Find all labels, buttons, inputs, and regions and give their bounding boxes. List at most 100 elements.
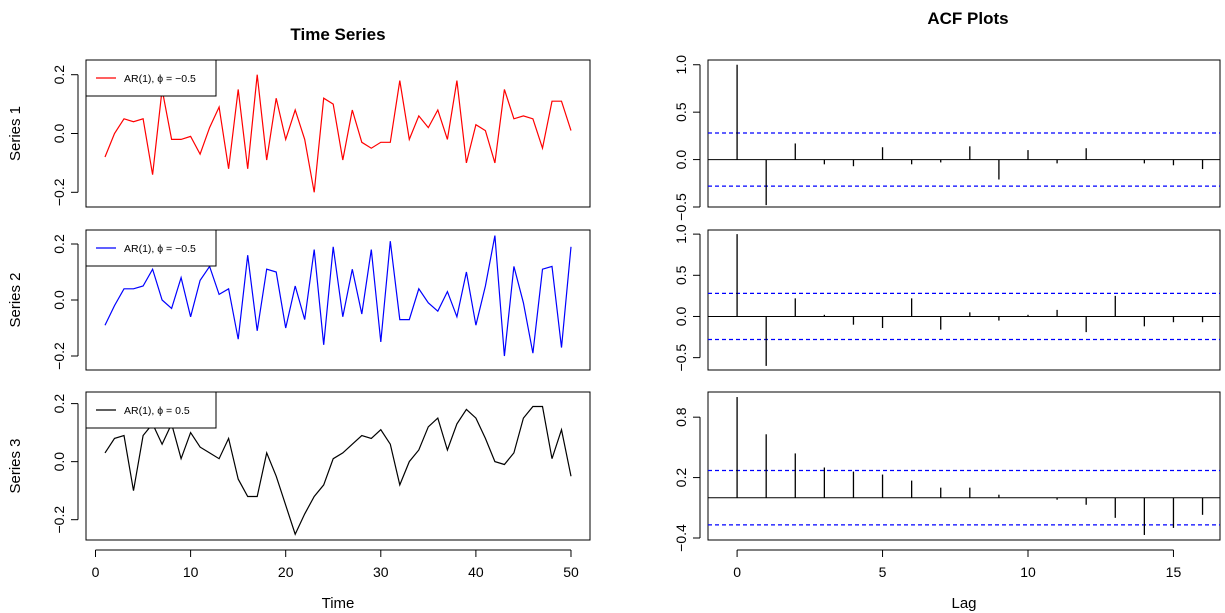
series-line: [104, 405, 572, 536]
x-tick-label: 5: [879, 564, 887, 580]
data-point: [465, 162, 467, 164]
y-tick-label: 0.2: [51, 394, 67, 414]
plot-frame: [85, 229, 591, 371]
data-point: [237, 338, 239, 340]
data-point: [332, 103, 334, 105]
data-point: [560, 429, 562, 431]
data-point: [551, 100, 553, 102]
y-tick-label: 0.5: [673, 102, 689, 122]
y-tick-label: 0.2: [51, 234, 67, 254]
y-tick-label: 0.2: [673, 468, 689, 488]
data-point: [541, 405, 543, 407]
data-point: [399, 79, 401, 81]
x-tick-label: 40: [468, 564, 484, 580]
data-point: [513, 118, 515, 120]
data-point: [313, 191, 315, 193]
data-point: [161, 299, 163, 301]
data-point: [370, 147, 372, 149]
data-point: [551, 265, 553, 267]
x-axis-title: Lag: [951, 595, 976, 612]
data-point: [151, 173, 153, 175]
data-point: [399, 318, 401, 320]
data-point: [532, 352, 534, 354]
data-point: [522, 417, 524, 419]
y-tick-label: 0.2: [51, 65, 67, 85]
data-point: [446, 449, 448, 451]
data-point: [532, 118, 534, 120]
series-line: [104, 74, 572, 193]
legend-label: AR(1), ϕ = 0.5: [124, 405, 190, 417]
data-point: [180, 458, 182, 460]
data-point: [104, 156, 106, 158]
x-tick-label: 10: [183, 564, 199, 580]
data-point: [237, 88, 239, 90]
y-tick-label: 0.5: [673, 265, 689, 285]
time-series-plot-1: −0.2 0.0 0.2 Series 1 AR(1), ϕ = −0.5: [7, 59, 591, 208]
data-point: [437, 109, 439, 111]
data-point: [427, 426, 429, 428]
y-tick-label: −0.2: [51, 506, 67, 534]
time-series-plot-2: −0.2 0.0 0.2 Series 2 AR(1), ϕ = −0.5: [7, 229, 591, 371]
data-point: [494, 460, 496, 462]
data-point: [541, 147, 543, 149]
data-point: [570, 246, 572, 248]
data-point: [199, 446, 201, 448]
y-tick-label: 0.0: [673, 150, 689, 170]
data-point: [113, 304, 115, 306]
data-point: [180, 138, 182, 140]
data-point: [494, 162, 496, 164]
data-point: [218, 106, 220, 108]
data-point: [284, 327, 286, 329]
data-point: [465, 408, 467, 410]
data-point: [332, 246, 334, 248]
x-tick-label: 15: [1166, 564, 1182, 580]
data-point: [513, 265, 515, 267]
data-point: [294, 109, 296, 111]
data-point: [494, 234, 496, 236]
data-point: [208, 126, 210, 128]
data-point: [484, 285, 486, 287]
data-point: [227, 288, 229, 290]
data-point: [256, 495, 258, 497]
plot-frame: [707, 229, 1221, 371]
data-point: [503, 355, 505, 357]
x-tick-label: 0: [92, 564, 100, 580]
data-point: [560, 100, 562, 102]
data-point: [246, 168, 248, 170]
data-point: [380, 141, 382, 143]
data-point: [361, 141, 363, 143]
data-point: [484, 129, 486, 131]
data-point: [304, 318, 306, 320]
data-point: [446, 290, 448, 292]
data-point: [484, 437, 486, 439]
data-point: [123, 288, 125, 290]
data-point: [256, 74, 258, 76]
data-point: [418, 449, 420, 451]
data-point: [265, 159, 267, 161]
data-point: [475, 123, 477, 125]
data-point: [437, 417, 439, 419]
data-point: [304, 513, 306, 515]
x-tick-label: 50: [563, 564, 579, 580]
data-point: [208, 452, 210, 454]
y-tick-label: 0.0: [673, 307, 689, 327]
data-point: [342, 159, 344, 161]
time-series-plot-3: −0.2 0.0 0.2 Series 3 0 10 20 30 40 50 Time AR(1), …: [7, 391, 591, 612]
y-tick-label: 1.0: [673, 55, 689, 75]
x-tick-label: 30: [373, 564, 389, 580]
data-point: [123, 434, 125, 436]
data-point: [389, 240, 391, 242]
legend-box: [85, 229, 217, 267]
y-axis-title: Series 1: [7, 106, 24, 161]
data-point: [304, 138, 306, 140]
legend-label: AR(1), ϕ = −0.5: [124, 73, 196, 85]
data-point: [522, 115, 524, 117]
data-point: [142, 434, 144, 436]
data-point: [265, 452, 267, 454]
data-point: [246, 254, 248, 256]
data-point: [522, 302, 524, 304]
data-point: [427, 302, 429, 304]
data-point: [370, 437, 372, 439]
data-point: [313, 495, 315, 497]
y-tick-label: 0.0: [51, 452, 67, 472]
